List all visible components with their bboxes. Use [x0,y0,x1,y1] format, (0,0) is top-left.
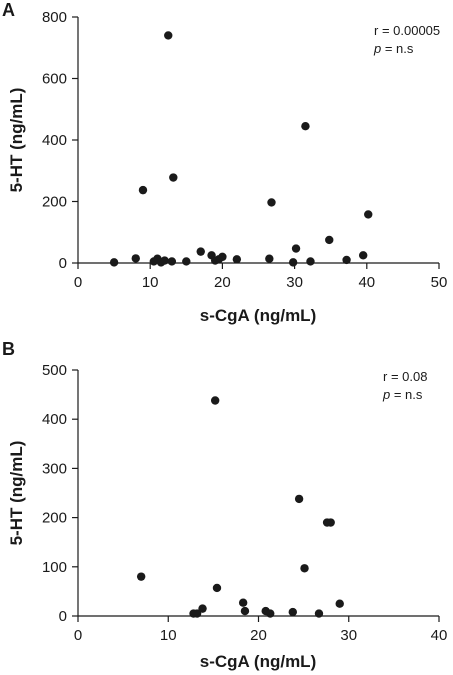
panel-b-data-point [300,564,309,573]
panel-a-x-axis-title: s-CgA (ng/mL) [200,306,316,325]
panel-a-data-point [138,185,148,195]
panel-b-y-tick-label: 100 [42,559,67,576]
panel-b-y-ticks: 0 100 200 300 400 500 [42,362,78,625]
panel-a-data-point [109,258,119,267]
panel-b-data-point [240,606,250,616]
panel-b-data-point [192,609,202,618]
panel-a-y-tick-label: 600 [42,71,67,88]
panel-b-y-tick-label: 400 [42,411,67,428]
panel-a-data-point [265,254,274,263]
panel-a-label: A [2,0,15,20]
panel-a-data-point [131,254,140,263]
panel-b-chart: B 0 10 20 30 40 0 100 200 300 400 500 s-CgA (ng/m… [2,339,447,671]
panel-b-p-symbol: p [382,387,390,402]
panel-b-data-point [314,609,324,618]
panel-a-data-point [267,198,276,207]
panel-a-data-point [167,257,177,266]
panel-b-r-value: r = 0.08 [383,369,427,384]
panel-a-y-tick-label: 200 [42,194,67,211]
panel-a-x-tick-label: 40 [358,274,375,291]
panel-b-y-axis-title: 5-HT (ng/mL) [7,441,26,546]
panel-a-y-axis-title: 5-HT (ng/mL) [7,88,26,193]
panel-b-data-point [210,396,220,405]
panel-a-y-tick-label: 800 [42,9,67,26]
panel-b-label: B [2,339,15,359]
panel-a-x-tick-label: 30 [286,274,303,291]
panel-a-data-point [232,255,242,264]
panel-b-data-point [212,583,222,593]
panel-a-data-point [325,235,334,245]
panel-a-x-tick-label: 20 [214,274,231,291]
panel-b-y-tick-label: 200 [42,510,67,527]
panel-a-points [109,31,373,267]
panel-a-data-point [364,210,373,219]
panel-a-data-point [196,247,205,256]
panel-b-x-tick-label: 0 [74,627,82,644]
panel-b-data-point [266,609,275,618]
panel-b-x-axis-title: s-CgA (ng/mL) [200,652,316,671]
panel-a-data-point [182,257,191,266]
panel-b-x-tick-label: 20 [250,627,267,644]
panel-a-data-point [301,121,310,131]
panel-a-x-ticks: 0 10 20 30 40 50 [74,263,448,291]
panel-b-data-point [294,494,304,504]
panel-a-data-point [291,244,301,253]
panel-b-x-tick-label: 10 [160,627,177,644]
panel-a-data-point [358,251,368,260]
panel-b-points [136,396,344,618]
panel-a-y-tick-label: 400 [42,132,67,149]
panel-a-data-point [169,173,178,182]
panel-b-y-tick-label: 300 [42,460,67,477]
panel-a-data-point [218,252,227,262]
panel-a-p-text: = n.s [381,41,414,56]
panel-a-data-point [306,257,315,266]
panel-b-p-value: p = n.s [382,387,423,402]
panel-a-data-point [342,255,351,265]
panel-b-x-ticks: 0 10 20 30 40 [74,616,448,644]
panel-a-x-tick-label: 50 [431,274,448,291]
panel-a-p-symbol: p [373,41,381,56]
panel-a-data-point [164,31,173,40]
panel-a-p-value: p = n.s [373,41,414,56]
panel-b-data-point [288,607,297,617]
panel-b-data-point [335,599,344,608]
panel-a-y-tick-label: 0 [59,255,67,272]
panel-b-data-point [238,598,248,607]
panel-a-data-point [160,256,169,265]
panel-a-data-point [288,258,298,267]
panel-a-x-tick-label: 0 [74,274,82,291]
panel-a-chart: A 0 10 20 30 40 50 0 200 400 600 800 s-CgA (ng/mL… [2,0,447,325]
panel-b-data-point [136,572,146,581]
panel-b-x-tick-label: 40 [431,627,448,644]
panel-b-data-point [326,518,335,527]
panel-b-y-tick-label: 500 [42,362,67,379]
panel-b-x-tick-label: 30 [340,627,357,644]
panel-b-y-tick-label: 0 [59,608,67,625]
panel-a-x-tick-label: 10 [142,274,159,291]
panel-a-r-value: r = 0.00005 [374,23,440,38]
panel-b-data-point [198,604,207,613]
panel-a-y-ticks: 0 200 400 600 800 [42,9,78,272]
panel-b-p-text: = n.s [390,387,423,402]
